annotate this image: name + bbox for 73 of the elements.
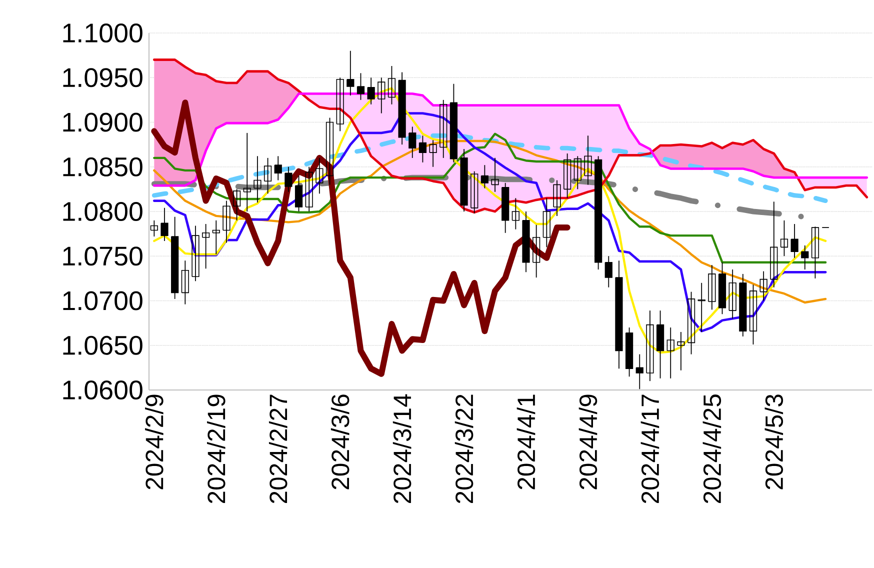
x-tick-label: 2024/2/27 [268,394,288,504]
candlestick [367,77,375,105]
candlestick [222,200,230,244]
candlestick [811,226,820,279]
candlestick [254,156,262,204]
x-tick-label: 2024/2/9 [145,394,164,490]
x-tick-label: 2024/2/19 [207,394,226,504]
candlestick [160,207,168,242]
candlestick [316,157,324,194]
candlestick [532,224,540,278]
candlestick [584,135,592,186]
candlestick [760,270,768,302]
candlestick [356,72,365,100]
candlestick [326,117,334,186]
candlestick [801,244,809,270]
candlestick [553,180,561,216]
candlestick [677,332,685,371]
candlestick [440,99,448,158]
y-tick-label: 1.0800 [63,202,142,222]
candlestick [150,220,158,237]
candlestick [646,310,654,382]
candlestick [491,157,499,192]
candlestick [388,66,396,105]
x-tick-label: 2024/4/25 [702,394,722,504]
x-tick-label: 2024/3/6 [330,394,350,490]
candlestick [212,220,220,255]
candlestick [284,166,292,192]
y-tick-label: 1.0950 [63,68,142,88]
candlestick [408,126,416,158]
candlestick [192,225,200,282]
candlestick [749,284,758,345]
candlestick [202,224,210,270]
candlestick [687,291,696,355]
candlestick [604,256,612,288]
candlestick [429,140,437,168]
candlestick [708,264,716,310]
candlestick [636,354,644,390]
candlestick [564,153,572,199]
x-tick-label: 2024/3/14 [392,394,412,504]
candlestick [305,166,313,212]
x-tick-label: 2024/4/1 [516,394,536,490]
candlestick [470,170,478,214]
candlestick [264,157,272,194]
y-tick-label: 1.0600 [63,380,142,400]
candlestick [780,220,788,257]
candlestick [728,269,736,320]
y-tick-label: 1.1000 [63,23,142,43]
candlestick [232,188,241,221]
y-tick-label: 1.0700 [63,291,142,310]
x-tick-label: 2024/4/17 [640,394,660,504]
candlestick [512,198,520,230]
candlestick [378,77,386,114]
candlestick [574,156,582,190]
y-tick-label: 1.0900 [63,112,142,132]
candlestick [770,201,778,288]
candlestick [698,282,706,332]
candlestick [294,175,303,212]
candlestick [542,198,550,248]
candlestick [336,77,344,132]
x-tick-label: 2024/5/3 [764,394,784,490]
x-tick-label: 2024/3/22 [454,394,474,504]
candlestick [790,224,798,258]
candlestick [666,327,674,379]
x-tick-label: 2024/4/9 [578,394,598,490]
y-tick-label: 1.0650 [63,336,142,355]
candlestick [480,164,488,189]
y-tick-label: 1.0750 [63,246,142,266]
y-tick-label: 1.0850 [63,157,142,176]
candlestick [418,135,427,163]
candlestick [181,260,189,305]
candlestick [346,50,354,96]
candlestick [274,156,282,181]
candlestick [243,132,251,212]
